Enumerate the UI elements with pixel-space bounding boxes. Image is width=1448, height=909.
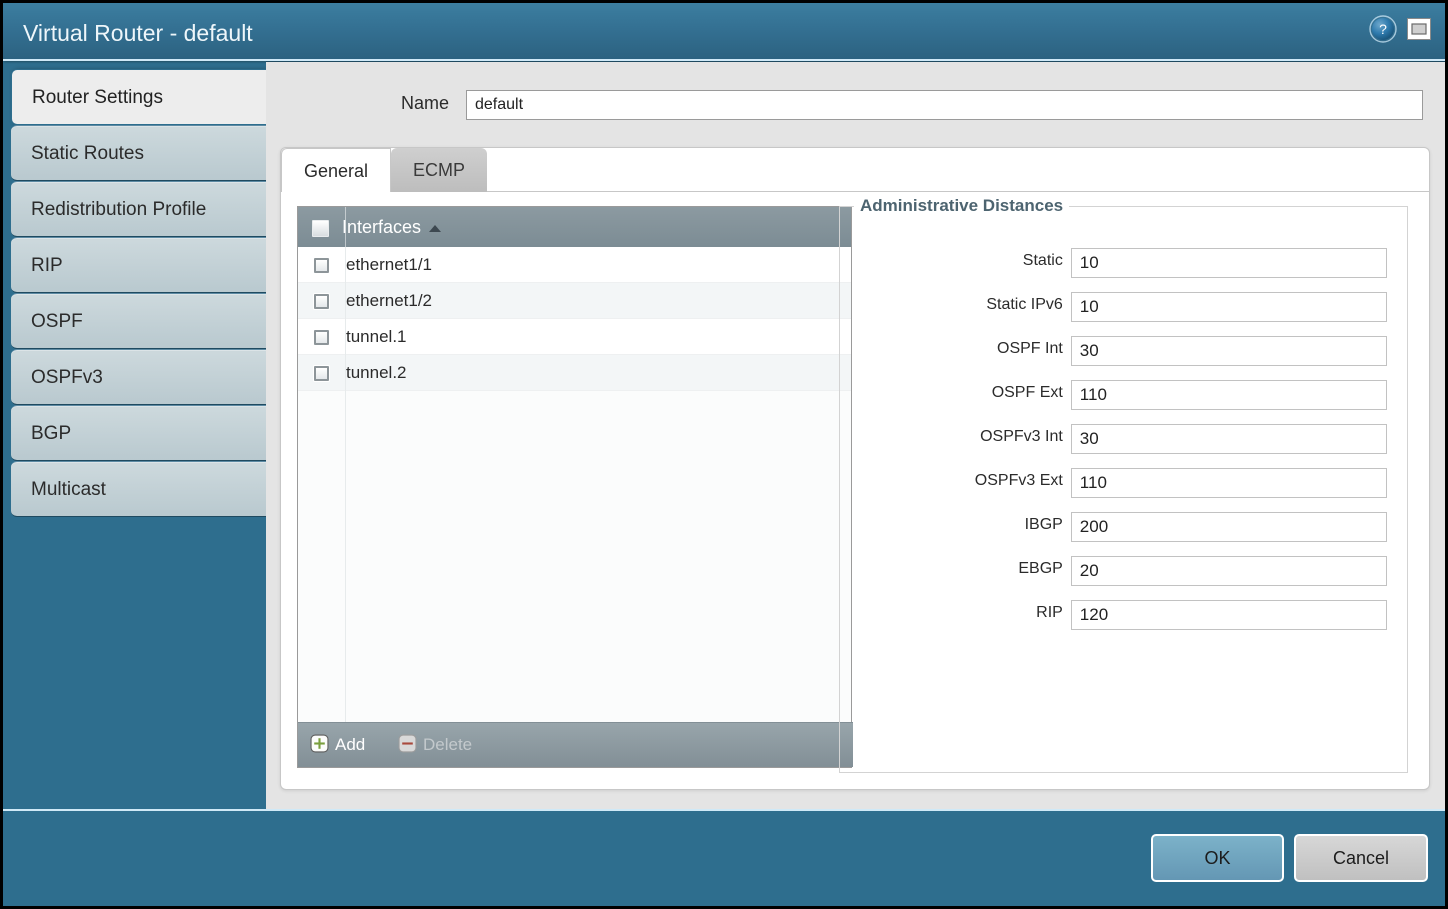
svg-text:?: ? <box>1379 21 1387 37</box>
